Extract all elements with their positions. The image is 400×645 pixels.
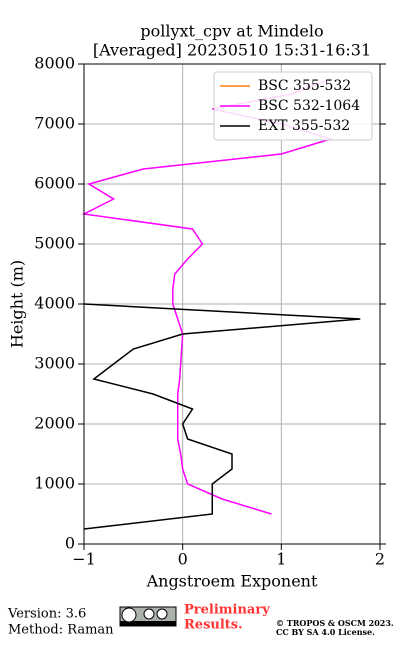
y-tick-label: 6000	[34, 174, 75, 193]
x-tick-label: 2	[375, 550, 385, 569]
method: Method: Raman	[8, 623, 114, 638]
cc-logo	[119, 606, 177, 627]
y-tick-label: 1000	[34, 474, 75, 493]
legend-label: BSC 355-532	[258, 78, 351, 94]
preliminary: Preliminary	[184, 603, 270, 618]
chart-subtitle: [Averaged] 20230510 15:31-16:31	[93, 41, 371, 60]
legend-label: BSC 532-1064	[258, 98, 360, 114]
y-tick-label: 7000	[34, 114, 75, 133]
y-tick-label: 5000	[34, 234, 75, 253]
plot-frame	[83, 63, 381, 545]
chart-title: pollyxt_cpv at Mindelo	[140, 22, 323, 41]
preliminary: Results.	[184, 618, 243, 633]
profile-line	[83, 303, 361, 530]
x-tick-label: 0	[178, 550, 188, 569]
y-tick-label: 2000	[34, 414, 75, 433]
copyright: CC BY SA 4.0 License.	[276, 627, 375, 637]
version: Version: 3.6	[7, 607, 86, 622]
profile-line	[81, 78, 334, 515]
y-tick-label: 3000	[34, 354, 75, 373]
legend-box	[213, 71, 373, 141]
y-tick-label: 8000	[34, 54, 75, 73]
copyright: © TROPOS & OSCM 2023.	[276, 618, 394, 628]
y-axis-label: Height (m)	[8, 260, 27, 348]
x-tick-label: 1	[276, 550, 286, 569]
legend-label: EXT 355-532	[258, 118, 350, 134]
x-tick-label: −1	[72, 550, 96, 569]
y-tick-label: 4000	[34, 294, 75, 313]
y-tick-label: 0	[65, 534, 75, 553]
x-axis-label: Angstroem Exponent	[146, 572, 318, 591]
